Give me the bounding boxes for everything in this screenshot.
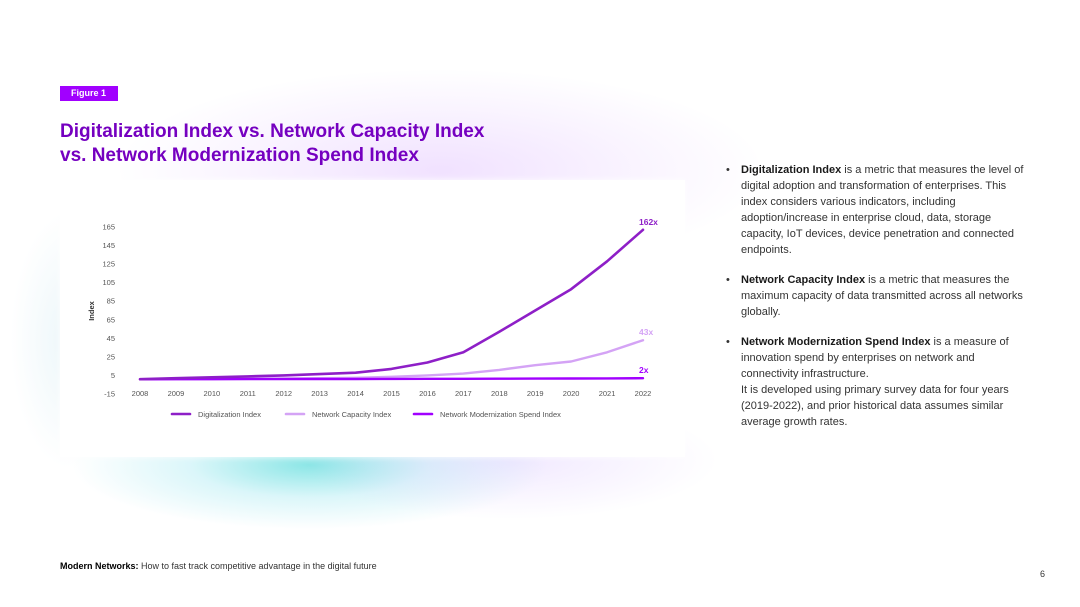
- x-tick-label: 2011: [240, 389, 256, 398]
- bullet-list: • Digitalization Index is a metric that …: [726, 162, 1026, 444]
- bullet-text: is a metric that measures the maximum ca…: [741, 274, 1023, 318]
- bullet-dot: •: [726, 164, 730, 176]
- bullet-network-modernization: • Network Modernization Spend Index is a…: [726, 334, 1026, 430]
- y-tick-label: -15: [104, 390, 115, 399]
- bullet-dot: •: [726, 336, 730, 348]
- legend-network-modernization-label: Network Modernization Spend Index: [440, 410, 561, 419]
- title-line-2: vs. Network Modernization Spend Index: [60, 145, 419, 166]
- x-tick-label: 2009: [168, 389, 185, 398]
- bullet-extra-text: It is developed using primary survey dat…: [741, 384, 1009, 428]
- end-label: 43x: [639, 327, 653, 337]
- y-tick-label: 65: [107, 315, 115, 324]
- bullet-network-capacity: • Network Capacity Index is a metric tha…: [726, 272, 1026, 320]
- x-tick-label: 2017: [455, 389, 472, 398]
- line-chart: Index 165 145 125 105 85 65 45 25 5 -15 2008 2009 201…: [87, 217, 658, 419]
- bullet-term: Digitalization Index: [741, 164, 842, 176]
- page-title: Digitalization Index vs. Network Capacit…: [60, 120, 580, 168]
- page-number: 6: [1040, 569, 1046, 579]
- x-tick-label: 2010: [204, 389, 221, 398]
- end-label: 162x: [639, 217, 658, 227]
- bullet-dot: •: [726, 274, 730, 286]
- x-tick-label: 2012: [275, 389, 292, 398]
- chart-card: Index 165 145 125 105 85 65 45 25 5 -15 2008 2009 201…: [60, 180, 685, 457]
- bullet-term: Network Capacity Index: [741, 274, 866, 286]
- x-tick-label: 2013: [311, 389, 328, 398]
- end-label: 2x: [639, 365, 649, 375]
- legend-network-capacity-label: Network Capacity Index: [312, 410, 391, 419]
- footer: Modern Networks: How to fast track compe…: [60, 561, 377, 571]
- x-tick-label: 2021: [599, 389, 616, 398]
- x-tick-label: 2014: [347, 389, 364, 398]
- x-tick-label: 2015: [383, 389, 400, 398]
- x-tick-label: 2019: [527, 389, 544, 398]
- y-tick-label: 85: [107, 297, 115, 306]
- footer-report-name: Modern Networks:: [60, 561, 139, 571]
- x-tick-label: 2016: [419, 389, 436, 398]
- legend-digitalization-label: Digitalization Index: [198, 410, 261, 419]
- y-tick-label: 125: [102, 260, 115, 269]
- y-tick-label: 165: [102, 223, 115, 232]
- y-tick-label: 25: [107, 352, 115, 361]
- series-line-digitalization: [138, 228, 645, 381]
- title-line-1: Digitalization Index vs. Network Capacit…: [60, 121, 485, 142]
- bullet-term: Network Modernization Spend Index: [741, 336, 931, 348]
- footer-subtitle: How to fast track competitive advantage …: [138, 561, 377, 571]
- bullet-digitalization: • Digitalization Index is a metric that …: [726, 162, 1026, 258]
- figure-label: Figure 1: [60, 86, 119, 101]
- y-tick-label: 5: [111, 371, 115, 380]
- bullet-text: is a measure of innovation spend by ente…: [741, 336, 1009, 380]
- y-axis-label: Index: [87, 300, 96, 320]
- x-tick-label: 2020: [563, 389, 580, 398]
- x-tick-label: 2018: [491, 389, 508, 398]
- x-tick-label: 2008: [132, 389, 149, 398]
- y-tick-label: 45: [107, 334, 115, 343]
- series-line-network-modernization: [138, 376, 645, 381]
- bullet-text: is a metric that measures the level of d…: [741, 164, 1024, 256]
- y-tick-label: 105: [102, 278, 115, 287]
- y-tick-label: 145: [102, 241, 115, 250]
- x-tick-label: 2022: [635, 389, 652, 398]
- series-line-network-capacity: [138, 338, 645, 381]
